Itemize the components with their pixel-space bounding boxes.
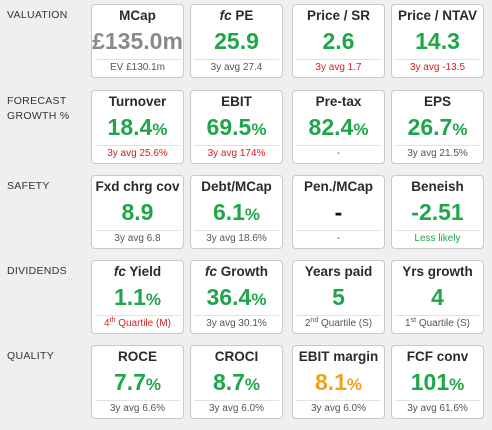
card-foot: 3y avg 30.1% — [194, 315, 279, 331]
card-value: -2.51 — [411, 199, 464, 225]
forecast-row: FORECAST GROWTH % Turnover 18.4% 3y avg 2… — [0, 86, 492, 170]
card-debt-mcap[interactable]: Debt/MCap 6.1% 3y avg 18.6% — [190, 175, 283, 249]
card-value: 69.5% — [206, 114, 267, 140]
card-title: Price / NTAV — [397, 8, 478, 23]
card-mcap[interactable]: MCap £135.0m EV £130.1m — [91, 4, 184, 78]
card-fc-growth[interactable]: fc Growth 36.4% 3y avg 30.1% — [190, 260, 283, 334]
card-value: 101% — [410, 369, 465, 395]
card-title: Fxd chrg cov — [95, 179, 180, 194]
card-fxd-chrg-cov[interactable]: Fxd chrg cov 8.9 3y avg 6.8 — [91, 175, 184, 249]
card-value: 25.9 — [214, 28, 259, 54]
card-foot: 3y avg 6.0% — [194, 400, 279, 416]
card-foot: 3y avg 61.6% — [395, 400, 480, 416]
card-value: - — [334, 199, 343, 225]
card-croci[interactable]: CROCI 8.7% 3y avg 6.0% — [190, 345, 283, 419]
card-foot: 3y avg 6.8 — [95, 230, 180, 246]
row-label-forecast: FORECAST GROWTH % — [7, 95, 70, 122]
card-foot: 3y avg 18.6% — [194, 230, 279, 246]
dividends-row: DIVIDENDS fc Yield 1.1% 4th Quartile (M)… — [0, 256, 492, 340]
card-value: 1.1% — [113, 284, 162, 310]
card-title: EPS — [423, 94, 451, 109]
card-title: fc PE — [219, 8, 254, 23]
card-price-sr[interactable]: Price / SR 2.6 3y avg 1.7 — [292, 4, 385, 78]
card-ebit-margin[interactable]: EBIT margin 8.1% 3y avg 6.0% — [292, 345, 385, 419]
card-foot: 3y avg 6.0% — [296, 400, 381, 416]
card-foot: 3y avg 6.6% — [95, 400, 180, 416]
safety-row: SAFETY Fxd chrg cov 8.9 3y avg 6.8 Debt/… — [0, 171, 492, 255]
card-title: Price / SR — [306, 8, 371, 23]
card-yrs-growth[interactable]: Yrs growth 4 1st Quartile (S) — [391, 260, 484, 334]
card-foot: Less likely — [395, 230, 480, 246]
card-value: £135.0m — [92, 28, 183, 54]
card-years-paid[interactable]: Years paid 5 2nd Quartile (S) — [292, 260, 385, 334]
card-title: EBIT margin — [298, 349, 379, 364]
card-value: 7.7% — [113, 369, 162, 395]
card-value: 18.4% — [107, 114, 168, 140]
card-value: 6.1% — [212, 199, 261, 225]
card-value: 2.6 — [322, 28, 355, 54]
valuation-row: VALUATION MCap £135.0m EV £130.1m fc PE … — [0, 0, 492, 84]
card-beneish[interactable]: Beneish -2.51 Less likely — [391, 175, 484, 249]
card-price-ntav[interactable]: Price / NTAV 14.3 3y avg -13.5 — [391, 4, 484, 78]
quality-row: QUALITY ROCE 7.7% 3y avg 6.6% CROCI 8.7%… — [0, 341, 492, 425]
card-foot: EV £130.1m — [95, 59, 180, 75]
row-label-valuation: VALUATION — [7, 9, 68, 21]
card-foot: - — [296, 145, 381, 161]
card-foot: 3y avg 21.5% — [395, 145, 480, 161]
card-foot: 3y avg 174% — [194, 145, 279, 161]
card-value: 8.1% — [314, 369, 363, 395]
card-title: CROCI — [214, 349, 259, 364]
row-label-quality: QUALITY — [7, 350, 55, 362]
card-title: EBIT — [221, 94, 252, 109]
card-value: 14.3 — [415, 28, 460, 54]
card-foot: 3y avg 27.4 — [194, 59, 279, 75]
card-eps[interactable]: EPS 26.7% 3y avg 21.5% — [391, 90, 484, 164]
card-title: Beneish — [411, 179, 464, 194]
card-pe[interactable]: fc PE 25.9 3y avg 27.4 — [190, 4, 283, 78]
card-foot: 3y avg -13.5 — [395, 59, 480, 75]
card-fcf-conv[interactable]: FCF conv 101% 3y avg 61.6% — [391, 345, 484, 419]
card-value: 82.4% — [308, 114, 369, 140]
card-foot: 2nd Quartile (S) — [296, 315, 381, 331]
card-foot: 3y avg 1.7 — [296, 59, 381, 75]
card-title: Debt/MCap — [201, 179, 272, 194]
row-label-safety: SAFETY — [7, 180, 50, 192]
card-value: 8.7% — [212, 369, 261, 395]
card-foot: 1st Quartile (S) — [395, 315, 480, 331]
row-label-dividends: DIVIDENDS — [7, 265, 67, 277]
card-title: Turnover — [108, 94, 167, 109]
card-pen-mcap[interactable]: Pen./MCap - - — [292, 175, 385, 249]
card-title: Years paid — [304, 264, 373, 279]
card-title: fc Yield — [113, 264, 162, 279]
card-value: 36.4% — [206, 284, 267, 310]
card-foot: 3y avg 25.6% — [95, 145, 180, 161]
card-turnover[interactable]: Turnover 18.4% 3y avg 25.6% — [91, 90, 184, 164]
card-foot: 4th Quartile (M) — [95, 315, 180, 331]
card-value: 4 — [431, 284, 444, 310]
card-value: 8.9 — [121, 199, 154, 225]
card-title: Yrs growth — [402, 264, 473, 279]
card-roce[interactable]: ROCE 7.7% 3y avg 6.6% — [91, 345, 184, 419]
card-fc-yield[interactable]: fc Yield 1.1% 4th Quartile (M) — [91, 260, 184, 334]
card-ebit[interactable]: EBIT 69.5% 3y avg 174% — [190, 90, 283, 164]
card-pretax[interactable]: Pre-tax 82.4% - — [292, 90, 385, 164]
card-title: fc Growth — [204, 264, 268, 279]
card-title: FCF conv — [406, 349, 469, 364]
card-value: 26.7% — [407, 114, 468, 140]
card-title: Pen./MCap — [303, 179, 373, 194]
card-title: Pre-tax — [315, 94, 362, 109]
card-value: 5 — [332, 284, 345, 310]
card-foot: - — [296, 230, 381, 246]
card-title: MCap — [119, 8, 156, 23]
card-title: ROCE — [117, 349, 157, 364]
